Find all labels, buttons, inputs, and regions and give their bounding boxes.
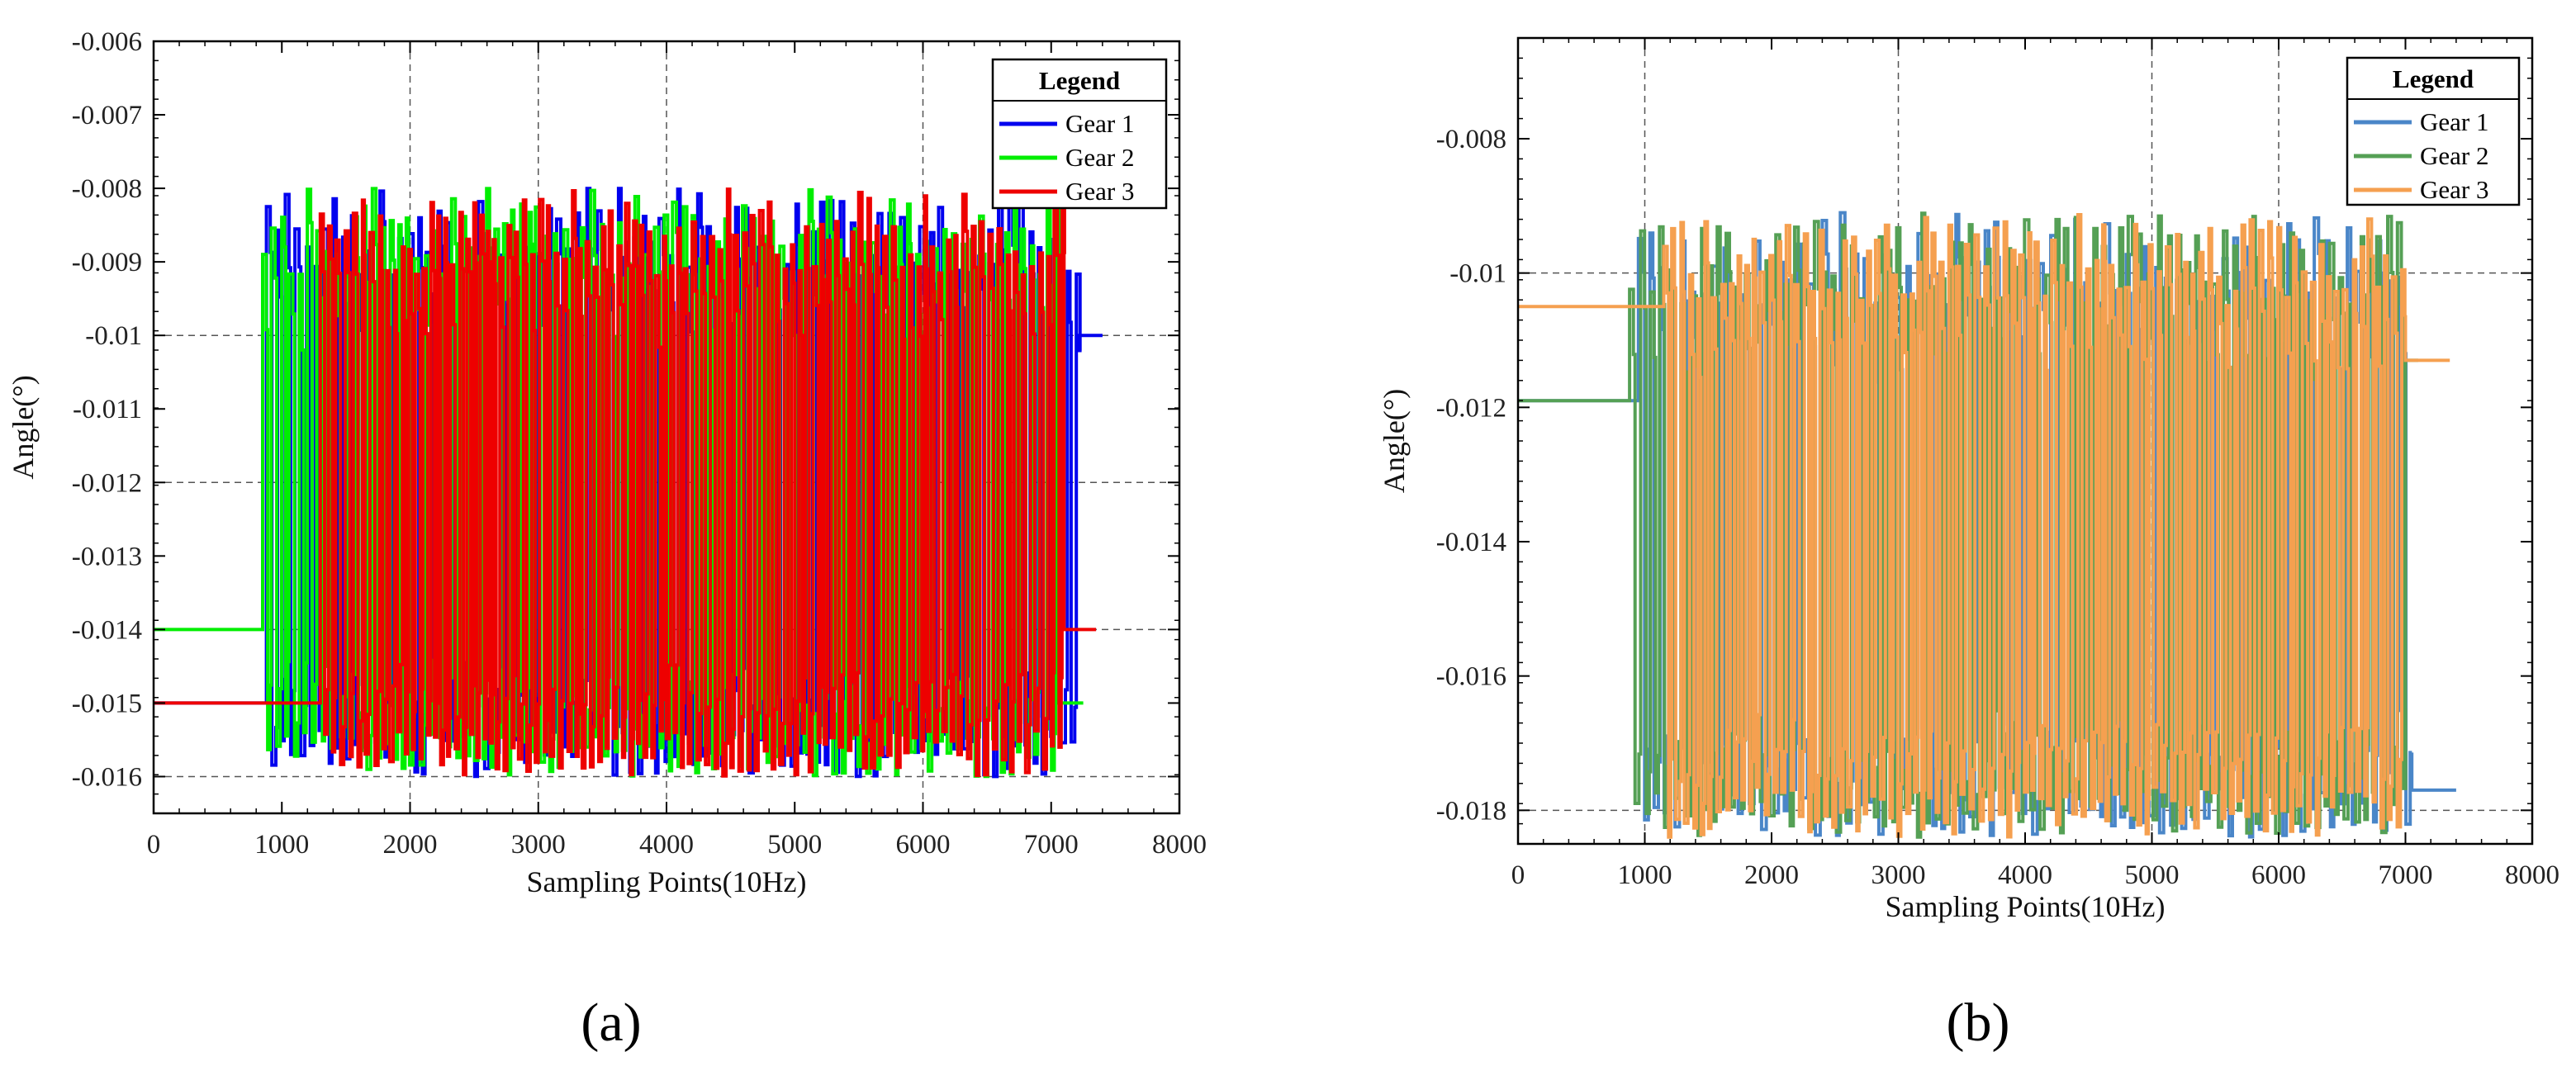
y-tick-label: -0.007	[72, 101, 142, 130]
x-tick-label: 1000	[1618, 860, 1672, 890]
series-group	[1518, 211, 2456, 839]
chart-panel-a: 0 1000 2000 3000 4000 5000 6000 7000 8000 -0.006 -…	[7, 27, 1207, 1053]
x-tick-label: 4000	[639, 830, 694, 860]
x-tick-label: 5000	[2125, 860, 2180, 890]
legend-label-gear-3: Gear 3	[1065, 177, 1134, 206]
legend-title: Legend	[2393, 64, 2474, 93]
y-tick-label: -0.008	[72, 174, 142, 204]
legend: Legend Gear 1 Gear 2 Gear 3	[991, 58, 1168, 210]
x-tick-label: 3000	[511, 830, 566, 860]
x-tick-label: 4000	[1998, 860, 2052, 890]
x-tick-label: 8000	[2505, 860, 2559, 890]
x-tick-label: 6000	[896, 830, 951, 860]
x-tick-label: 7000	[1024, 830, 1079, 860]
x-tick-label: 7000	[2379, 860, 2433, 890]
y-tick-label: -0.012	[1436, 393, 1506, 423]
y-tick-label: -0.009	[72, 248, 142, 277]
y-tick-label: -0.016	[1436, 662, 1506, 692]
y-axis-label: Angle(°)	[7, 375, 40, 479]
panel-label: (b)	[1947, 993, 2010, 1053]
legend-title: Legend	[1039, 66, 1120, 95]
y-tick-label: -0.006	[72, 27, 142, 57]
x-tick-label: 5000	[767, 830, 822, 860]
x-tick-label: 1000	[254, 830, 309, 860]
y-tick-label: -0.013	[72, 542, 142, 571]
legend-label-gear-1: Gear 1	[1065, 109, 1134, 138]
x-tick-label: 0	[147, 830, 161, 860]
y-tick-label: -0.014	[72, 615, 142, 645]
legend-box	[2346, 56, 2521, 206]
y-tick-label: -0.015	[72, 689, 142, 718]
y-tick-label: -0.01	[85, 321, 142, 351]
y-tick-label: -0.018	[1436, 796, 1506, 826]
series-line-gear-3	[154, 187, 1097, 778]
y-tick-label: -0.012	[72, 468, 142, 498]
x-tick-label: 0	[1511, 860, 1525, 890]
series-line-gear-3	[1518, 213, 2450, 839]
legend-label-gear-1: Gear 1	[2420, 107, 2488, 136]
y-tick-label: -0.011	[73, 395, 142, 424]
legend: Legend Gear 1 Gear 2 Gear 3	[2346, 56, 2521, 206]
x-axis-label: Sampling Points(10Hz)	[527, 865, 807, 898]
x-tick-label: 2000	[1744, 860, 1799, 890]
y-tick-label: -0.01	[1449, 259, 1506, 289]
x-tick-label: 6000	[2251, 860, 2306, 890]
y-tick-label: -0.008	[1436, 125, 1506, 154]
y-axis-label: Angle(°)	[1378, 389, 1411, 493]
x-tick-label: 8000	[1152, 830, 1207, 860]
x-axis-label: Sampling Points(10Hz)	[1886, 890, 2166, 923]
chart-panel-b: 0 1000 2000 3000 4000 5000 6000 7000 8000 -0.008 -…	[1378, 36, 2559, 1053]
legend-label-gear-3: Gear 3	[2420, 175, 2488, 204]
x-tick-label: 2000	[383, 830, 438, 860]
x-tick-label: 3000	[1872, 860, 1926, 890]
legend-label-gear-2: Gear 2	[1065, 143, 1134, 172]
series-group	[154, 187, 1103, 779]
legend-box	[991, 58, 1168, 210]
panel-label: (a)	[581, 993, 641, 1053]
y-tick-label: -0.016	[72, 762, 142, 792]
y-tick-label: -0.014	[1436, 528, 1506, 557]
legend-label-gear-2: Gear 2	[2420, 141, 2488, 170]
